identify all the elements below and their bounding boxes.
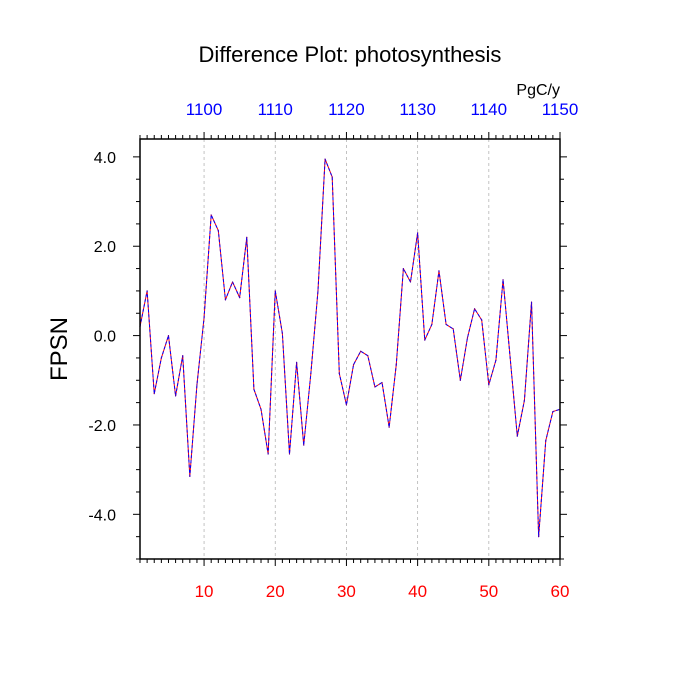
series-0-point-53 — [509, 357, 511, 359]
series-0-point-11 — [210, 214, 212, 216]
chart-title: Difference Plot: photosynthesis — [199, 42, 502, 67]
series-0-point-46 — [459, 379, 461, 381]
series-0-point-38 — [402, 267, 404, 270]
series-0-point-48 — [473, 308, 476, 310]
series-0-point-43 — [438, 270, 440, 272]
series-0-point-17 — [253, 388, 255, 390]
series-0-point-5 — [167, 334, 170, 337]
series-0-point-54 — [516, 435, 518, 437]
series-0-point-23 — [296, 361, 298, 364]
series-lines — [139, 158, 561, 538]
series-0-point-56 — [530, 301, 533, 303]
plot-frame — [139, 138, 561, 560]
y-tick-label--4: -4.0 — [88, 507, 116, 524]
series-0-point-25 — [310, 372, 312, 375]
units-label: PgC/y — [516, 82, 560, 99]
series-0-point-24 — [303, 444, 305, 446]
series-0-point-36 — [388, 426, 390, 428]
y-axis-label: FPSN — [46, 317, 73, 381]
series-0-point-10 — [203, 317, 205, 319]
series-0-point-22 — [288, 453, 291, 455]
series-0-point-45 — [452, 328, 454, 330]
series-0-point-57 — [538, 536, 540, 538]
series-0-point-2 — [146, 290, 148, 292]
grid-lines — [203, 139, 490, 559]
series-0-point-14 — [231, 281, 234, 283]
y-tick-label--2: -2.0 — [88, 418, 116, 435]
series-0-point-58 — [545, 439, 547, 442]
x-top-tick-label-1120: 1120 — [328, 100, 365, 119]
y-tick-label-2: 2.0 — [94, 239, 116, 256]
series-0-point-59 — [552, 410, 554, 413]
y-tick-label-0: 0.0 — [94, 329, 116, 346]
series-0-point-33 — [367, 355, 369, 357]
series-0-point-51 — [495, 359, 497, 361]
x-top-tick-label-1110: 1110 — [258, 100, 293, 119]
tick-labels: 10 20 30 40 50 60 1100 1110 1120 1130 1140 1150 -4.0… — [88, 100, 578, 601]
series-0-point-8 — [189, 475, 191, 477]
series-0-point-6 — [174, 395, 177, 397]
x-top-tick-label-1150: 1150 — [542, 100, 579, 119]
x-bottom-tick-label-30: 30 — [337, 582, 356, 601]
series-0-point-40 — [417, 232, 419, 234]
series-0-point-26 — [317, 290, 319, 292]
axis-ticks — [133, 132, 567, 566]
series-0-point-15 — [239, 297, 241, 299]
x-bottom-tick-label-40: 40 — [408, 582, 427, 601]
series-line-0-blue-dashed — [139, 158, 561, 538]
series-0-point-35 — [381, 381, 383, 384]
x-bottom-tick-label-50: 50 — [479, 582, 498, 601]
series-0-point-39 — [409, 281, 412, 283]
series-0-point-13 — [224, 299, 227, 301]
series-0-point-44 — [445, 323, 447, 326]
series-0-point-12 — [217, 229, 219, 232]
series-0-point-28 — [331, 176, 333, 178]
x-top-tick-label-1130: 1130 — [399, 100, 436, 119]
series-0-point-4 — [160, 357, 162, 359]
series-0-point-47 — [466, 337, 469, 339]
series-0-point-49 — [481, 319, 483, 321]
series-0-point-31 — [352, 364, 355, 366]
x-bottom-tick-label-20: 20 — [266, 582, 285, 601]
series-0-point-21 — [281, 332, 283, 334]
series-0-point-50 — [488, 384, 490, 386]
series-0-point-42 — [431, 323, 433, 326]
series-0-point-32 — [360, 350, 362, 352]
series-0-point-18 — [260, 408, 262, 410]
series-0-point-19 — [267, 453, 269, 455]
x-top-tick-label-1140: 1140 — [471, 100, 508, 119]
x-bottom-tick-label-10: 10 — [195, 582, 214, 601]
x-top-tick-label-1100: 1100 — [186, 100, 223, 119]
series-0-point-41 — [424, 339, 426, 341]
series-0-point-3 — [153, 393, 155, 395]
series-0-point-29 — [338, 372, 340, 375]
series-0-point-37 — [395, 364, 397, 366]
series-0-point-27 — [324, 158, 326, 160]
series-0-point-52 — [502, 279, 504, 281]
series-0-point-7 — [182, 355, 184, 357]
series-0-point-9 — [196, 384, 198, 386]
series-0-point-34 — [374, 386, 376, 388]
series-0-point-55 — [523, 399, 526, 401]
y-tick-label-4: 4.0 — [94, 150, 116, 167]
series-0-point-16 — [246, 236, 248, 238]
series-0-point-30 — [345, 404, 348, 406]
series-0-point-20 — [274, 290, 276, 292]
x-bottom-tick-label-60: 60 — [551, 582, 570, 601]
